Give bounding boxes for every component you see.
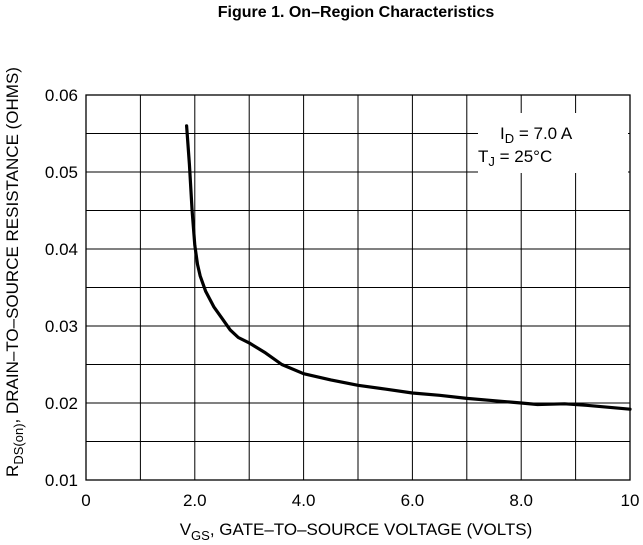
y-tick-label: 0.01 bbox=[45, 471, 78, 490]
x-tick-label: 6.0 bbox=[401, 491, 425, 510]
x-tick-label: 8.0 bbox=[509, 491, 533, 510]
y-axis-label-sub: DS(on) bbox=[11, 423, 26, 464]
legend-box: ID = 7.0 A TJ = 25°C bbox=[478, 113, 628, 173]
axes bbox=[85, 94, 631, 481]
x-axis-label-main: V bbox=[180, 520, 192, 539]
chart-title: Figure 1. On–Region Characteristics bbox=[218, 4, 495, 21]
y-tick-label: 0.04 bbox=[45, 240, 78, 259]
x-tick-labels: 0 2.0 4.0 6.0 8.0 10 bbox=[81, 491, 639, 510]
y-tick-label: 0.03 bbox=[45, 317, 78, 336]
y-axis-label-main: R bbox=[3, 465, 22, 477]
x-tick-label: 0 bbox=[81, 491, 90, 510]
x-axis-label-rest: , GATE–TO–SOURCE VOLTAGE (VOLTS) bbox=[210, 520, 532, 539]
y-tick-label: 0.02 bbox=[45, 394, 78, 413]
plot-frame bbox=[85, 94, 631, 481]
y-tick-label: 0.06 bbox=[45, 86, 78, 105]
legend-line-1: ID = 7.0 A bbox=[500, 124, 573, 146]
x-axis-label: VGS, GATE–TO–SOURCE VOLTAGE (VOLTS) bbox=[180, 520, 533, 543]
series-line bbox=[185, 124, 632, 411]
legend-line-2: TJ = 25°C bbox=[478, 147, 552, 169]
y-axis-label: RDS(on), DRAIN–TO–SOURCE RESISTANCE (OHM… bbox=[3, 67, 26, 477]
legend-background bbox=[478, 113, 628, 173]
y-tick-labels: 0.01 0.02 0.03 0.04 0.05 0.06 bbox=[45, 86, 78, 490]
x-tick-label: 2.0 bbox=[183, 491, 207, 510]
x-axis-label-sub: GS bbox=[191, 528, 210, 543]
grid bbox=[86, 95, 630, 480]
x-tick-label: 4.0 bbox=[292, 491, 316, 510]
x-tick-label: 10 bbox=[621, 491, 640, 510]
y-tick-label: 0.05 bbox=[45, 163, 78, 182]
y-axis-label-rest: , DRAIN–TO–SOURCE RESISTANCE (OHMS) bbox=[3, 67, 22, 423]
